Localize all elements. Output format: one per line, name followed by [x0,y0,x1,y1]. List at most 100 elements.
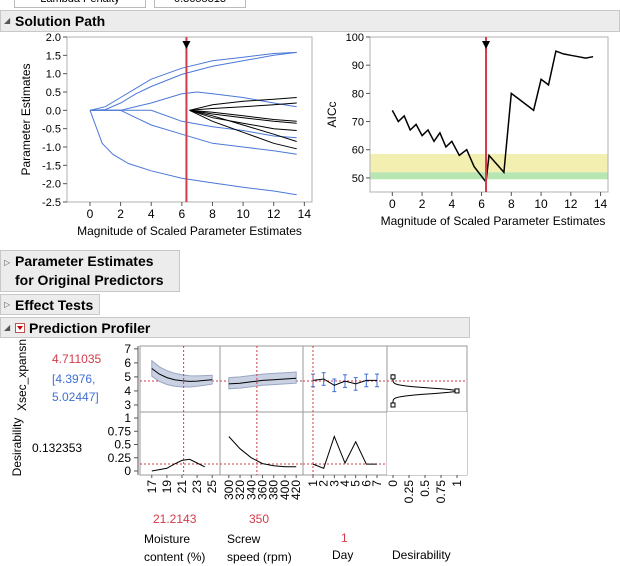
red-triangle-menu-icon[interactable] [15,323,25,333]
expand-triangle-icon[interactable]: ▷ [4,258,11,267]
y-tick-label: -2.0 [42,179,61,191]
x-tick-label: 400 [278,480,292,500]
x-tick-label: 0.75 [434,480,448,504]
x-axis-label: Magnitude of Scaled Parameter Estimates [77,224,302,238]
y-tick-label: 80 [352,88,364,100]
x-tick-label: 10 [534,197,548,211]
y-tick-label: 0.0 [46,105,61,117]
series-line-5 [89,110,297,196]
x-tick-label: 5 [349,480,363,487]
solution-path-right-chart: 100 90 80 70 60 50 0 2 4 6 8 10 12 14 Magnitude of Sca… [325,32,609,228]
series-line-1 [89,51,297,111]
y-tick-label: 1 [124,411,131,425]
series-line-2 [90,91,297,111]
solution-path-header[interactable]: ◢ Solution Path [0,10,620,32]
lambda-handle-marker [482,41,491,49]
x-tick-label: 1 [306,480,320,487]
profiler-cell-bottom-1 [219,411,304,476]
parameter-estimates-original-header[interactable]: ▷ Parameter Estimates for Original Predi… [0,250,180,292]
prediction-profiler-header[interactable]: ◢ Prediction Profiler [0,317,470,338]
y-tick-label: 6 [124,356,131,370]
desirability-handle-low [390,402,396,408]
desirability-handle-high [390,374,396,380]
factor-value-moisture[interactable]: 21.2143 [153,512,197,526]
x-tick-label: 21 [175,480,189,494]
y-tick-label: 0.5 [114,438,131,452]
y-tick-label: 5 [124,370,131,384]
series-line-6 [189,97,297,111]
x-tick-label: 1 [450,480,464,487]
parameter-estimates-title-line2: for Original Predictors [15,272,164,288]
y-axis-label: AICc [325,101,339,127]
effect-tests-title: Effect Tests [15,297,94,313]
x-tick-label: 4 [338,480,352,487]
day-desirability-trace [312,435,377,469]
x-tick-label: 360 [256,480,270,500]
x-tick-label: 3 [327,480,341,487]
x-tick-label: 7 [370,480,384,487]
y-tick-label: -0.5 [42,124,61,136]
x-tick-label: 0 [87,207,94,221]
expand-triangle-icon[interactable]: ▷ [4,300,11,309]
plot-frame [369,36,609,193]
y-tick-label: 3 [124,398,131,412]
desirability-empty-cell [387,412,467,475]
y-tick-label: 2.0 [46,32,61,44]
x-tick-label: 8 [508,197,515,211]
x-tick-label: 8 [209,207,216,221]
x-tick-label: 4 [448,197,455,211]
x-tick-label: 6 [478,197,485,211]
plot-frame [66,36,313,203]
parameter-estimates-title-line1: Parameter Estimates [15,253,154,269]
series-line-0 [391,50,594,185]
factor-value-day[interactable]: 1 [341,531,348,545]
x-tick-label: 320 [233,480,247,500]
y-tick-label: 70 [352,117,364,129]
factor-name-moisture: Moisture content (%) [144,530,205,566]
x-tick-label: 0 [386,480,400,487]
factor-value-screw-speed[interactable]: 350 [249,512,270,526]
x-tick-label: 2 [117,207,124,221]
y-tick-label: 100 [346,32,364,44]
aicc-band-1 [370,172,608,180]
x-tick-label: 300 [222,480,236,500]
collapse-triangle-icon[interactable]: ◢ [4,16,11,25]
y-tick-label: 0.5 [46,87,61,99]
x-tick-label: 12 [267,207,281,221]
lambda-penalty-value: 0.3655313 [154,0,246,8]
series-line-9 [189,109,297,131]
x-tick-label: 2 [419,197,426,211]
lambda-penalty-row: Lambda Penalty 0.3655313 [14,0,246,8]
x-axis-label: Magnitude of Scaled Parameter Estimates [381,214,606,228]
desirability-handle-target [454,388,460,394]
lambda-penalty-label: Lambda Penalty [14,0,146,8]
x-tick-label: 14 [298,207,312,221]
y-tick-label: 90 [352,60,364,72]
series-line-4 [90,109,297,155]
moisture-desirability-trace [151,458,205,472]
x-tick-label: 2 [317,480,331,487]
y-tick-label: 0.25 [108,451,132,465]
x-tick-label: 0.5 [418,480,432,497]
screw-prediction-trace [228,377,297,385]
x-tick-label: 6 [179,207,186,221]
factor-name-screw-line2: speed (rpm) [227,550,292,564]
y-tick-label: 4 [124,384,131,398]
series-line-10 [189,109,297,142]
factor-name-desirability: Desirability [392,548,451,562]
factor-name-moisture-line1: Moisture [144,532,191,546]
x-tick-label: 23 [190,480,204,494]
response-ci-lower: [4.3976, [52,372,96,386]
response-predicted-value: 4.711035 [52,352,102,366]
prediction-profiler-title: Prediction Profiler [29,320,151,336]
series-line-8 [189,109,297,124]
effect-tests-header[interactable]: ▷ Effect Tests [0,294,100,315]
series-line-11 [189,109,297,150]
y-tick-label: -1.5 [42,160,61,172]
y-tick-label: 0.75 [108,424,132,438]
series-line-7 [189,102,297,111]
x-tick-label: 19 [160,480,174,494]
solution-path-left-chart: 2.0 1.5 1.0 0.5 0.0 -0.5 -1.0 -1.5 -2.0 -2.5 0 2 4 6 8… [19,32,313,238]
collapse-triangle-icon[interactable]: ◢ [4,323,11,332]
